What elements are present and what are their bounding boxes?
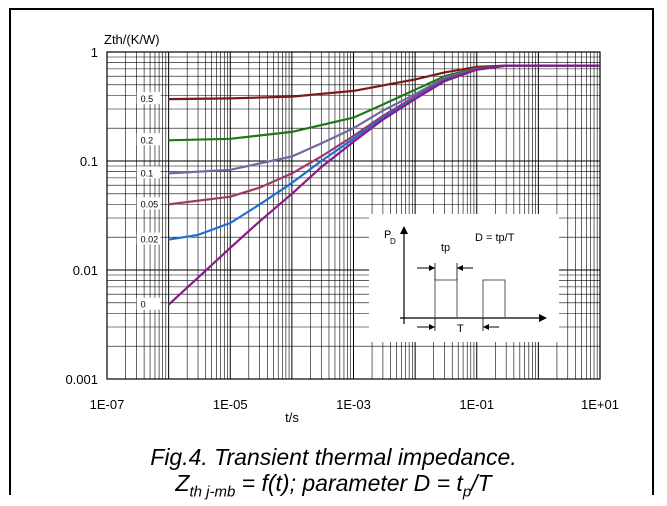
- series-label-0-05: 0.05: [141, 199, 159, 209]
- inset-d-label: D: [390, 237, 396, 246]
- x-axis-label: t/s: [285, 410, 299, 425]
- inset-tp-label: tp: [441, 242, 450, 254]
- inset-T-label: T: [457, 323, 464, 335]
- inset-formula: D = tp/T: [475, 232, 515, 244]
- y-tick-label: 0.001: [65, 372, 98, 387]
- y-tick-labels: 1 0.1 0.01 0.001: [65, 45, 98, 387]
- caption-end: /T: [471, 470, 491, 496]
- y-tick-label: 0.01: [73, 263, 98, 278]
- series-label-0-2: 0.2: [141, 135, 154, 145]
- series-label-0-02: 0.02: [141, 235, 159, 245]
- figure-caption-line1: Fig.4. Transient thermal impedance.: [0, 444, 667, 471]
- y-tick-label: 1: [91, 45, 98, 60]
- x-tick-labels: 1E-07 1E-05 1E-03 1E-01 1E+01: [90, 397, 619, 412]
- x-tick-label: 1E-01: [459, 397, 494, 412]
- caption-sub-th: th j-mb: [189, 484, 235, 501]
- series-label-0: 0: [141, 300, 146, 310]
- caption-sub-p: p: [463, 484, 471, 501]
- x-tick-label: 1E-03: [336, 397, 371, 412]
- series-label-0-5: 0.5: [141, 94, 154, 104]
- series-label-0-1: 0.1: [141, 168, 154, 178]
- series-labels: 0.5 0.2 0.1 0.05 0.02 0: [137, 92, 161, 310]
- y-axis-label: Zth/(K/W): [104, 32, 160, 47]
- figure-caption-line2: Zth j-mb = f(t); parameter D = tp/T: [0, 470, 667, 501]
- caption-mid: = f(t); parameter D = t: [235, 470, 463, 496]
- x-tick-label: 1E-05: [213, 397, 248, 412]
- caption-z: Z: [175, 470, 189, 496]
- inset-background: [369, 214, 559, 342]
- y-tick-label: 0.1: [80, 154, 98, 169]
- x-tick-label: 1E+01: [581, 397, 619, 412]
- x-tick-label: 1E-07: [90, 397, 125, 412]
